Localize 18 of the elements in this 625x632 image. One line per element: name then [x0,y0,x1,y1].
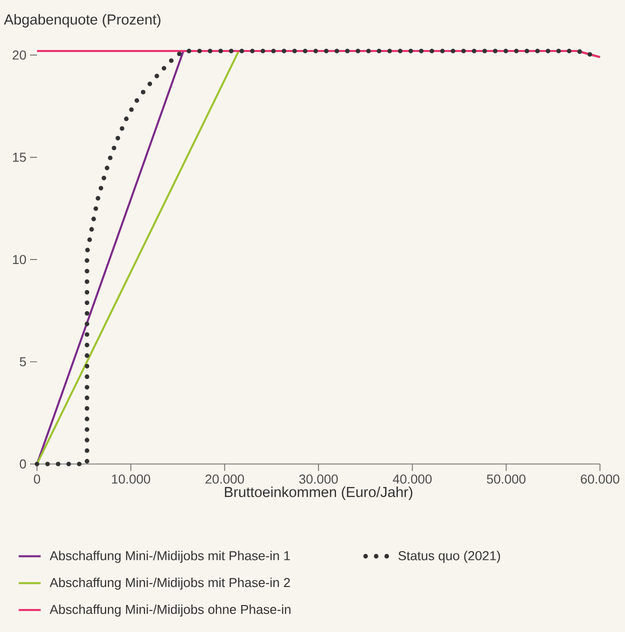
x-axis-title: Bruttoeinkommen (Euro/Jahr) [224,486,412,500]
x-tick-label: 10.000 [112,474,150,484]
legend-label: Abschaffung Mini-/Midijobs ohne Phase-in [50,604,290,617]
y-tick-label: 0 [20,459,26,469]
x-tick-label: 40.000 [392,474,432,484]
y-tick-label: 20 [12,50,26,60]
x-tick-label: 0 [34,474,40,484]
x-tick-label: 30.000 [299,474,338,484]
y-tick-label: 10 [13,254,26,264]
x-tick-label: 20.000 [206,474,244,484]
y-tick-label: 5 [20,357,26,366]
x-tick-label: 50.000 [486,474,526,484]
legend-label: Abschaffung Mini-/Midijobs mit Phase-in 2 [50,578,290,590]
y-tick-label: 15 [13,152,26,162]
legend-label: Status quo (2021) [398,550,500,563]
x-tick-label: 60.000 [580,474,620,484]
y-axis-title: Abgabenquote (Prozent) [4,14,160,28]
legend-label: Abschaffung Mini-/Midijobs mit Phase-in 1 [50,550,290,563]
